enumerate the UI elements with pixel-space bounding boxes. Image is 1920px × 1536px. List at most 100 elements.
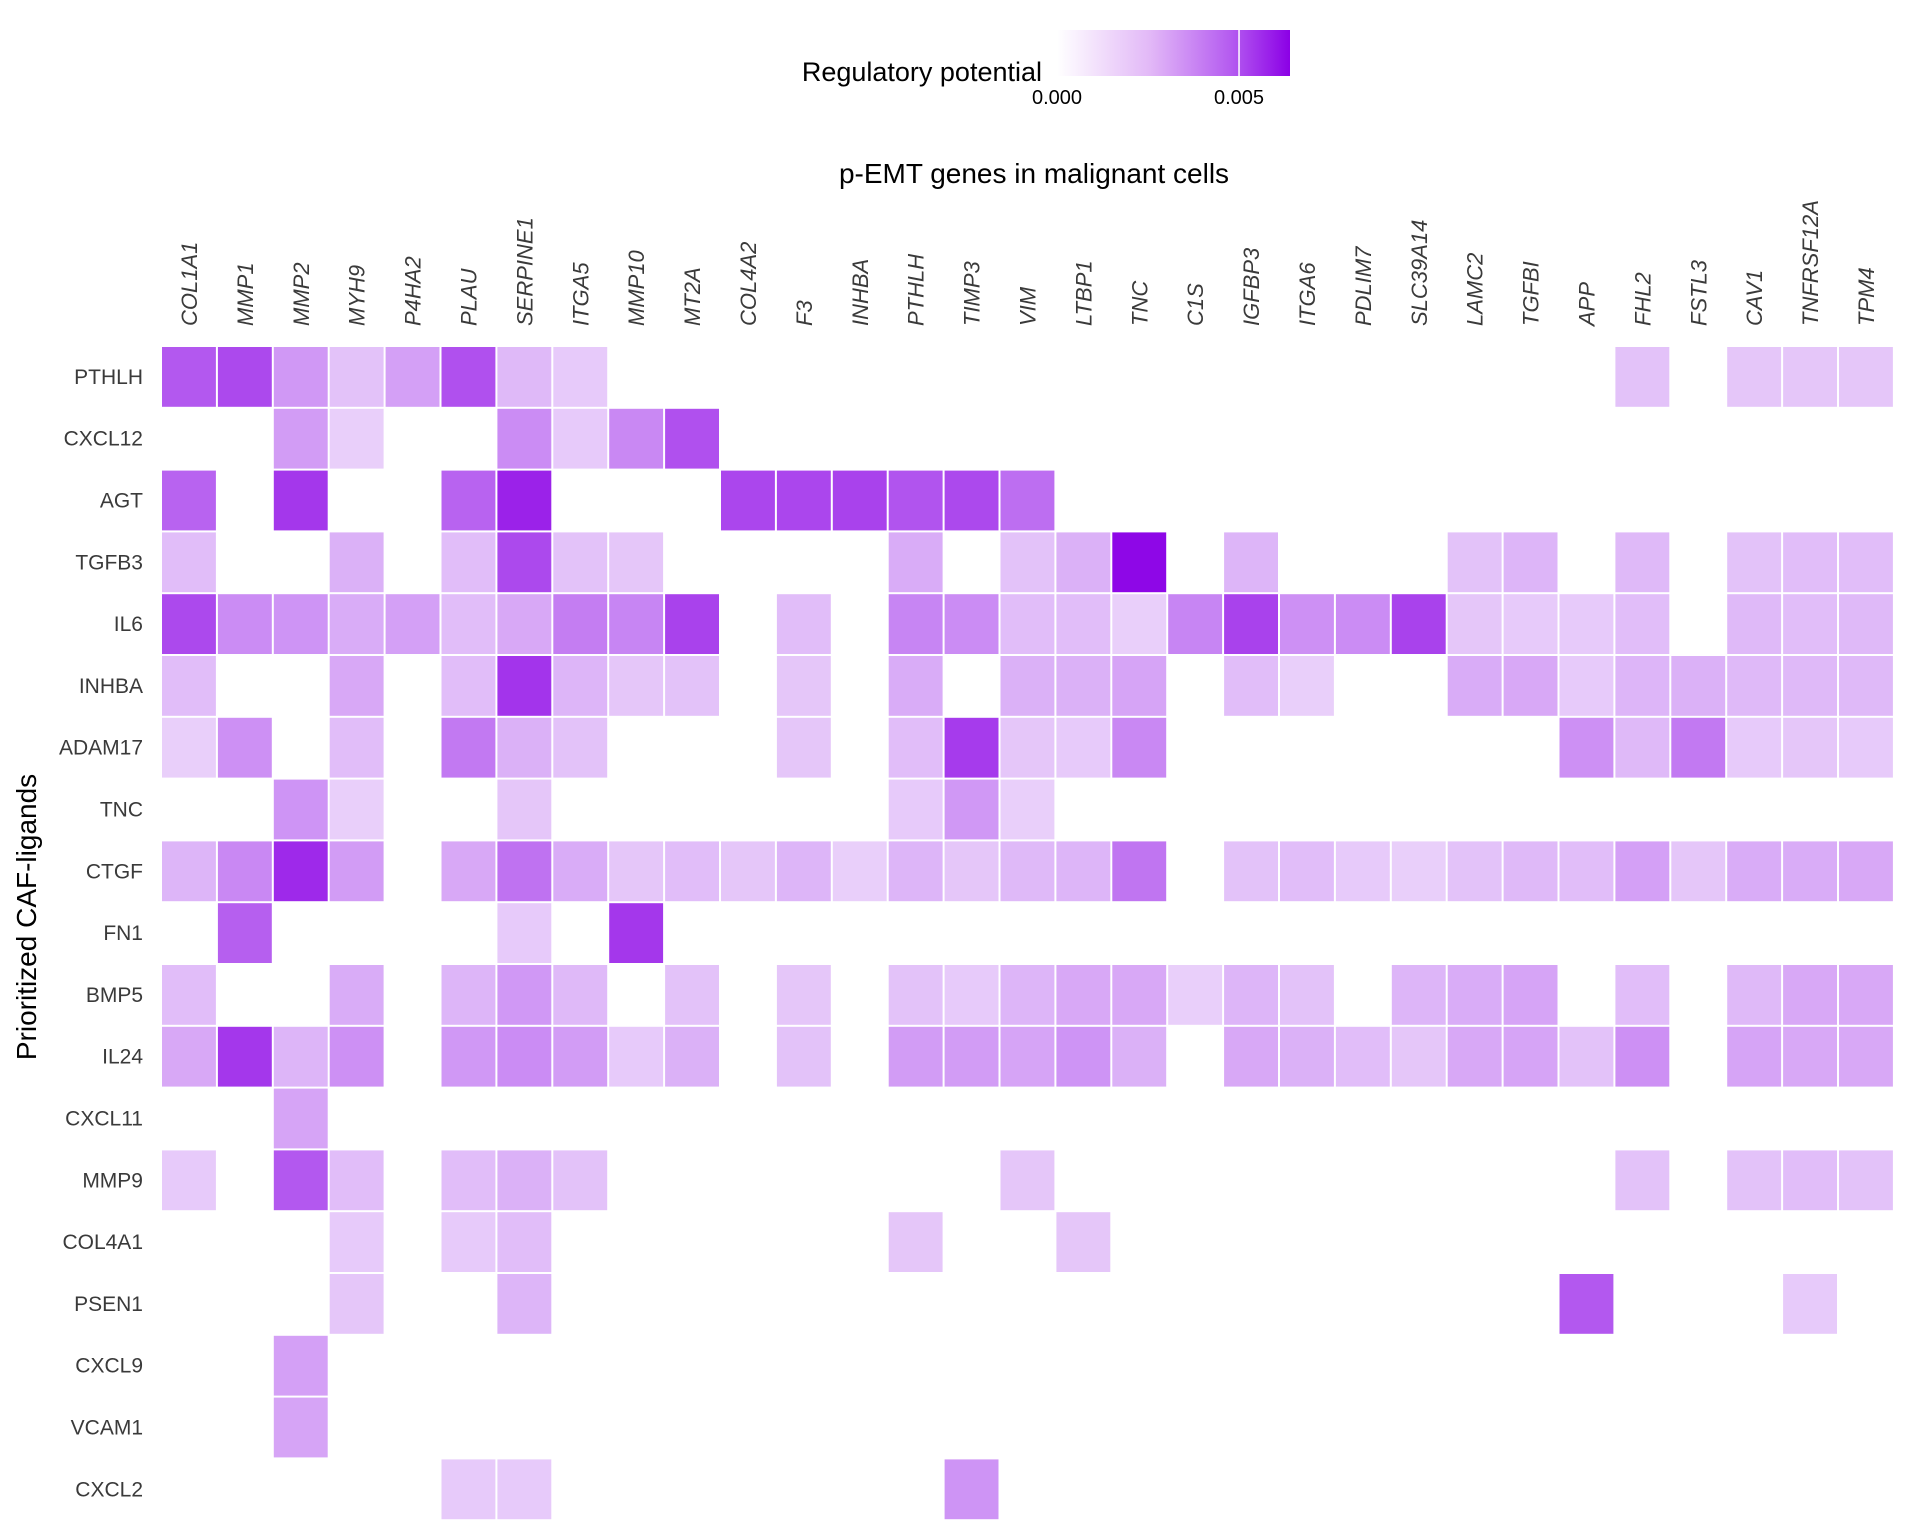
- column-label: ITGA5: [568, 262, 593, 326]
- heatmap-cell: [1335, 594, 1390, 654]
- heatmap-cell: [721, 841, 775, 902]
- heatmap-cell: [441, 470, 496, 531]
- heatmap-cell: [1615, 1026, 1670, 1087]
- heatmap-cell: [1783, 717, 1837, 778]
- heatmap-cell: [441, 841, 496, 902]
- heatmap-cell: [273, 470, 328, 531]
- heatmap-cell: [1000, 965, 1055, 1025]
- heatmap-cell: [1671, 656, 1726, 716]
- column-label: SERPINE1: [512, 217, 537, 326]
- heatmap-cell: [888, 656, 943, 716]
- heatmap-cell: [497, 594, 552, 654]
- heatmap-cell: [1503, 1026, 1558, 1087]
- row-label: TNC: [100, 799, 143, 822]
- heatmap-cell: [665, 408, 719, 469]
- column-label: PDLIM7: [1351, 246, 1376, 326]
- heatmap-cell: [1224, 656, 1278, 716]
- heatmap-cell: [888, 965, 943, 1025]
- heatmap-cell: [1391, 841, 1446, 902]
- heatmap-cell: [1112, 841, 1167, 902]
- column-label: TGFBI: [1519, 261, 1544, 326]
- heatmap-cell: [497, 1212, 552, 1272]
- heatmap-cell: [553, 1026, 608, 1087]
- heatmap-cell: [1056, 841, 1111, 902]
- heatmap-cell: [273, 841, 328, 902]
- heatmap-cell: [888, 717, 943, 778]
- heatmap-cell: [1168, 965, 1223, 1025]
- heatmap-cell: [1783, 1274, 1837, 1334]
- heatmap-cell: [385, 594, 440, 654]
- heatmap-cell: [497, 1274, 552, 1334]
- heatmap-cell: [553, 532, 608, 593]
- heatmap-cell: [329, 1150, 384, 1211]
- heatmap-cell: [1839, 1026, 1893, 1087]
- heatmap-cell: [1224, 594, 1278, 654]
- heatmap-cell: [273, 1026, 328, 1087]
- heatmap-cell: [1280, 594, 1334, 654]
- heatmap-cell: [1503, 841, 1558, 902]
- heatmap-cell: [385, 347, 440, 407]
- row-label: FN1: [103, 922, 143, 945]
- heatmap-cell: [1224, 532, 1278, 593]
- heatmap-cell: [217, 717, 272, 778]
- heatmap-cell: [1280, 1026, 1334, 1087]
- heatmap-cell: [1000, 717, 1055, 778]
- heatmap-cell: [888, 779, 943, 840]
- heatmap-cell: [553, 656, 608, 716]
- heatmap-cell: [1727, 717, 1782, 778]
- heatmap-cell: [1783, 656, 1837, 716]
- heatmap-cell: [1000, 532, 1055, 593]
- row-label: CXCL12: [64, 428, 143, 451]
- heatmap-cell: [665, 965, 719, 1025]
- heatmap-cell: [776, 717, 831, 778]
- heatmap-cell: [1000, 594, 1055, 654]
- heatmap-cell: [1056, 594, 1111, 654]
- row-label: CXCL2: [75, 1478, 143, 1501]
- heatmap-cell: [609, 594, 664, 654]
- heatmap-cell: [944, 841, 999, 902]
- heatmap-cell: [553, 347, 608, 407]
- heatmap-cell: [1559, 656, 1614, 716]
- column-label: F3: [792, 300, 817, 326]
- heatmap-cell: [497, 347, 552, 407]
- heatmap-cell: [665, 841, 719, 902]
- heatmap-cell: [1559, 841, 1614, 902]
- heatmap-cell: [1503, 965, 1558, 1025]
- heatmap-cell: [1839, 1150, 1893, 1211]
- heatmap-cell: [1839, 717, 1893, 778]
- heatmap-cell: [329, 347, 384, 407]
- heatmap-cell: [1280, 965, 1334, 1025]
- heatmap-cell: [497, 841, 552, 902]
- heatmap-cell: [497, 903, 552, 963]
- heatmap-cell: [1727, 594, 1782, 654]
- heatmap-cell: [1839, 841, 1893, 902]
- column-label: APP: [1574, 282, 1599, 328]
- column-label: TNC: [1127, 281, 1152, 326]
- heatmap-cell: [329, 532, 384, 593]
- column-label: C1S: [1183, 283, 1208, 326]
- heatmap-cell: [776, 594, 831, 654]
- heatmap-cell: [1503, 532, 1558, 593]
- heatmap-cell: [217, 903, 272, 963]
- heatmap-cell: [776, 656, 831, 716]
- heatmap-cell: [553, 1150, 608, 1211]
- heatmap-cell: [1727, 656, 1782, 716]
- heatmap-cell: [776, 470, 831, 531]
- heatmap-cell: [1839, 594, 1893, 654]
- heatmap-cell: [497, 1459, 552, 1520]
- heatmap-cell: [273, 594, 328, 654]
- row-label: CXCL11: [65, 1108, 143, 1131]
- heatmap-cell: [1839, 656, 1893, 716]
- heatmap-cell: [1783, 594, 1837, 654]
- heatmap-cell: [944, 717, 999, 778]
- heatmap-cell: [162, 1026, 216, 1087]
- column-label: MT2A: [680, 267, 705, 326]
- heatmap-cell: [1783, 1026, 1837, 1087]
- heatmap-cell: [1224, 841, 1278, 902]
- heatmap-cell: [1783, 347, 1837, 407]
- heatmap-cell: [329, 656, 384, 716]
- heatmap-cell: [217, 347, 272, 407]
- heatmap-cell: [1615, 717, 1670, 778]
- row-label: TGFB3: [75, 551, 143, 574]
- heatmap-cell: [497, 779, 552, 840]
